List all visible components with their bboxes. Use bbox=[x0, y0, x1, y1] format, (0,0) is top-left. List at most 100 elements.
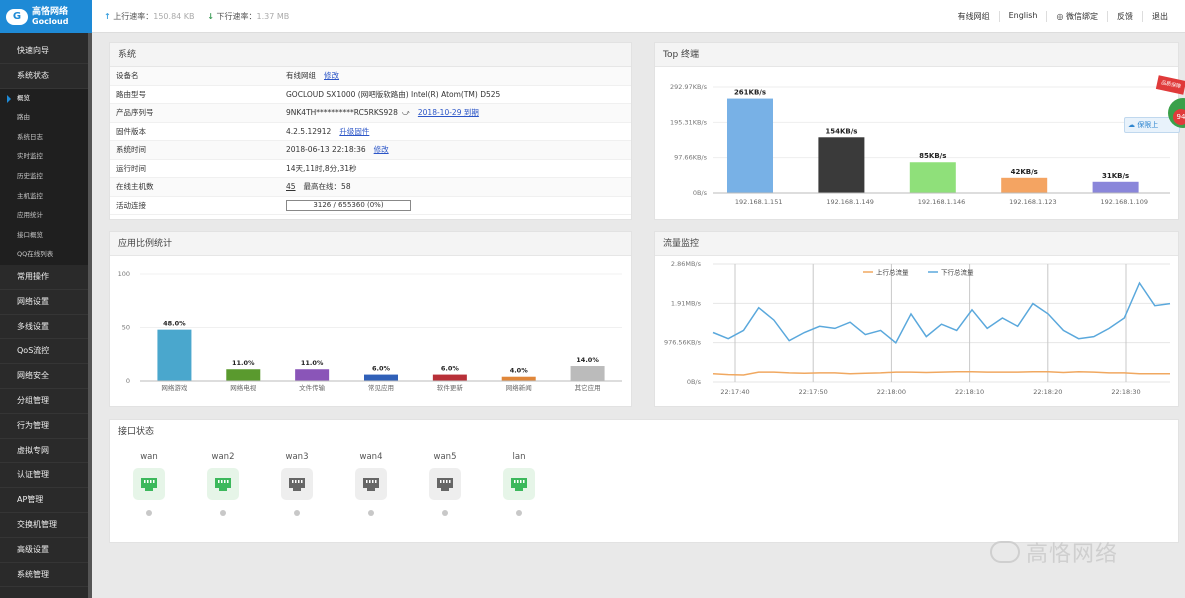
port-wan3[interactable]: wan3 bbox=[277, 452, 317, 516]
sidebar-item-multiline[interactable]: 多线设置 bbox=[0, 315, 92, 340]
sidebar-sub-interface-overview[interactable]: 接口概览 bbox=[0, 225, 92, 246]
top-nav: 有线网组 English ◎ 微信绑定 反馈 退出 bbox=[949, 11, 1177, 22]
sidebar-sub-host-monitor[interactable]: 主机监控 bbox=[0, 186, 92, 207]
sidebar-item-security[interactable]: 网络安全 bbox=[0, 364, 92, 389]
sidebar-sub-qq-online[interactable]: QQ在线列表 bbox=[0, 245, 92, 265]
float-button-label: 保限上 bbox=[1137, 121, 1159, 129]
sidebar-sub-realtime-monitor[interactable]: 实时监控 bbox=[0, 147, 92, 167]
port-name: wan4 bbox=[359, 452, 383, 462]
info-row-firmware: 固件版本 4.2.5.12912 升级固件 bbox=[110, 123, 631, 141]
sidebar-item-system-mgmt[interactable]: 系统管理 bbox=[0, 563, 92, 588]
upload-rate-value: 150.84 KB bbox=[153, 12, 195, 21]
ethernet-port-icon bbox=[133, 468, 165, 500]
sidebar-sub-overview[interactable]: 概览 bbox=[0, 88, 92, 109]
nav-feedback[interactable]: 反馈 bbox=[1107, 11, 1142, 22]
port-wan5[interactable]: wan5 bbox=[425, 452, 465, 516]
port-wan[interactable]: wan bbox=[129, 452, 169, 516]
x-tick-label: 网络电视 bbox=[230, 383, 256, 392]
x-tick-label: 192.168.1.149 bbox=[826, 198, 874, 206]
port-lan[interactable]: lan bbox=[499, 452, 539, 516]
x-tick-label: 22:17:40 bbox=[720, 388, 749, 396]
nav-english[interactable]: English bbox=[998, 11, 1047, 22]
info-label: 路由型号 bbox=[116, 89, 146, 99]
sidebar-sub-route[interactable]: 路由 bbox=[0, 108, 92, 128]
info-value: 有线网组 bbox=[286, 71, 316, 80]
sidebar-item-network-settings[interactable]: 网络设置 bbox=[0, 290, 92, 315]
sidebar-item-advanced[interactable]: 高级设置 bbox=[0, 538, 92, 563]
expiry-link[interactable]: 2018-10-29 到期 bbox=[417, 108, 479, 117]
port-status-dot bbox=[516, 510, 522, 516]
port-status-dot bbox=[294, 510, 300, 516]
download-rate-value: 1.37 MB bbox=[256, 12, 290, 21]
sidebar-item-switch[interactable]: 交换机管理 bbox=[0, 513, 92, 538]
y-tick-label: 195.31KB/s bbox=[670, 118, 708, 126]
port-wan2[interactable]: wan2 bbox=[203, 452, 243, 516]
ports-panel: 接口状态 wan wan2 wan3 wan4 wan5 lan bbox=[109, 419, 1179, 543]
bar bbox=[727, 98, 773, 193]
nav-device-name[interactable]: 有线网组 bbox=[957, 12, 990, 21]
sidebar-item-vpn[interactable]: 虚拟专网 bbox=[0, 439, 92, 464]
info-row-system-time: 系统时间 2018-06-13 22:18:36 修改 bbox=[110, 141, 631, 160]
app-stats-chart: 100 50 0 48.0% 网络游戏 11.0% 网络电视 11.0% 文件传输 6.0% 常见应… bbox=[118, 270, 622, 392]
info-row-model: 路由型号 GOCLOUD SX1000 (网吧版软路由) Intel(R) At… bbox=[110, 86, 631, 104]
bar bbox=[295, 369, 330, 381]
sidebar-item-quick-guide[interactable]: 快速向导 bbox=[0, 39, 92, 64]
y-tick-label: 100 bbox=[118, 270, 130, 278]
ethernet-port-icon bbox=[207, 468, 239, 500]
sidebar-scrollbar[interactable] bbox=[88, 33, 92, 598]
connections-progress: 3126 / 655360 (0%) bbox=[286, 200, 411, 211]
sidebar: 快速向导 系统状态 概览 路由 系统日志 实时监控 历史监控 主机监控 应用统计… bbox=[0, 33, 92, 598]
info-value: 2018-06-13 22:18:36 bbox=[286, 145, 366, 154]
x-tick-label: 22:18:10 bbox=[955, 388, 984, 396]
app-stats-title: 应用比例统计 bbox=[110, 232, 631, 256]
port-status-dot bbox=[146, 510, 152, 516]
rate-display: ↑ 上行速率：150.84 KB ↓ 下行速率：1.37 MB bbox=[104, 11, 289, 22]
sidebar-sub-history-monitor[interactable]: 历史监控 bbox=[0, 166, 92, 187]
x-tick-label: 22:18:20 bbox=[1033, 388, 1062, 396]
y-tick-label: 2.86MB/s bbox=[671, 260, 702, 268]
edit-device-name-link[interactable]: 修改 bbox=[324, 71, 339, 80]
port-wan4[interactable]: wan4 bbox=[351, 452, 391, 516]
port-name: wan5 bbox=[433, 452, 457, 462]
y-tick-label: 976.56KB/s bbox=[664, 339, 702, 347]
upgrade-firmware-link[interactable]: 升级固件 bbox=[339, 126, 370, 136]
info-value: 14天,11时,8分,31秒 bbox=[286, 163, 357, 173]
sidebar-sub-system-log[interactable]: 系统日志 bbox=[0, 127, 92, 148]
promo-badge[interactable]: 94 bbox=[1168, 98, 1185, 128]
bar-value-label: 4.0% bbox=[510, 367, 529, 375]
sidebar-item-groups[interactable]: 分组管理 bbox=[0, 389, 92, 414]
info-row-connections: 活动连接 3126 / 655360 (0%) bbox=[110, 197, 631, 215]
x-tick-label: 软件更新 bbox=[437, 383, 464, 392]
online-hosts-link[interactable]: 45 bbox=[286, 182, 296, 191]
upload-rate-label: 上行速率： bbox=[113, 12, 154, 21]
sidebar-item-behavior[interactable]: 行为管理 bbox=[0, 414, 92, 439]
sidebar-item-system-status[interactable]: 系统状态 bbox=[0, 64, 92, 89]
bar bbox=[909, 162, 956, 193]
sidebar-item-ap[interactable]: AP管理 bbox=[0, 488, 92, 513]
x-tick-label: 192.168.1.146 bbox=[918, 198, 966, 206]
nav-logout[interactable]: 退出 bbox=[1142, 11, 1177, 22]
ethernet-port-icon bbox=[503, 468, 535, 500]
top-terminal-title: Top 终端 bbox=[655, 43, 1178, 67]
info-value: 4.2.5.12912 bbox=[286, 126, 332, 136]
sidebar-item-common-ops[interactable]: 常用操作 bbox=[0, 265, 92, 290]
bar bbox=[432, 374, 467, 381]
app-stats-panel: 应用比例统计 100 50 0 48.0% 网络游戏 11.0% 网络电视 11.0% 文件传输… bbox=[109, 231, 632, 407]
float-button[interactable]: ☁ 保限上 bbox=[1124, 117, 1180, 133]
info-row-uptime: 运行时间 14天,11时,8分,31秒 bbox=[110, 160, 631, 178]
logo[interactable]: G 高恪网络 Gocloud bbox=[0, 0, 92, 33]
sidebar-sub-app-stats[interactable]: 应用统计 bbox=[0, 206, 92, 226]
watermark-text: 高恪网络 bbox=[1026, 542, 1119, 567]
brand-name-en: Gocloud bbox=[32, 16, 69, 26]
bar-value-label: 48.0% bbox=[163, 320, 186, 328]
nav-wechat-bind[interactable]: ◎ 微信绑定 bbox=[1046, 11, 1107, 22]
edit-time-link[interactable]: 修改 bbox=[373, 145, 389, 154]
wechat-icon: ◎ bbox=[1056, 12, 1064, 21]
info-label: 在线主机数 bbox=[116, 182, 154, 191]
ethernet-port-icon bbox=[281, 468, 313, 500]
sidebar-item-auth[interactable]: 认证管理 bbox=[0, 463, 92, 489]
x-tick-label: 22:18:00 bbox=[877, 388, 906, 396]
sidebar-item-qos[interactable]: QoS流控 bbox=[0, 339, 92, 365]
max-online-label: 最高在线： bbox=[303, 182, 342, 191]
traffic-panel: 流量监控 2.86MB/s 1.91MB/s 976.56KB/s 0B/s 22:17… bbox=[654, 231, 1179, 407]
